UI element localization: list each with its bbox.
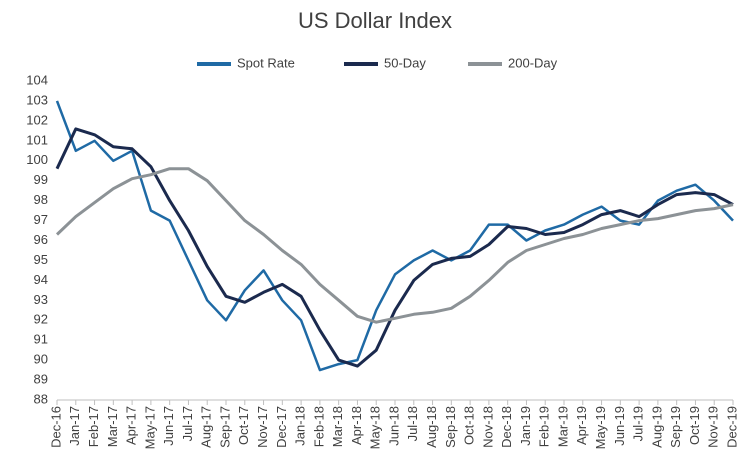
y-tick-label: 100: [26, 152, 48, 167]
chart-title: US Dollar Index: [298, 8, 452, 33]
legend-label: 50-Day: [384, 55, 426, 70]
y-tick-label: 90: [34, 352, 48, 367]
y-tick-label: 104: [26, 72, 48, 87]
x-tick-label: Dec-19: [724, 406, 739, 448]
x-tick-label: Oct-19: [687, 406, 702, 445]
x-tick-label: Sep-17: [217, 406, 232, 448]
x-tick-label: Feb-19: [537, 406, 552, 447]
y-tick-label: 97: [34, 212, 48, 227]
x-tick-label: Dec-18: [499, 406, 514, 448]
x-tick-label: Mar-17: [105, 406, 120, 447]
x-tick-label: Jul-17: [180, 406, 195, 441]
y-tick-label: 101: [26, 132, 48, 147]
y-tick-label: 95: [34, 252, 48, 267]
x-tick-label: Sep-18: [443, 406, 458, 448]
y-tick-label: 103: [26, 92, 48, 107]
series-line: [55, 100, 734, 372]
y-tick-label: 93: [34, 292, 48, 307]
x-tick-label: Apr-19: [574, 406, 589, 445]
y-tick-label: 89: [34, 372, 48, 387]
series-line: [55, 167, 734, 324]
x-tick-label: Nov-17: [255, 406, 270, 448]
x-tick-label: Nov-19: [706, 406, 721, 448]
x-tick-label: Jun-17: [161, 406, 176, 446]
x-tick-label: Jun-18: [386, 406, 401, 446]
x-tick-label: Oct-17: [236, 406, 251, 445]
x-tick-label: Jul-19: [631, 406, 646, 441]
x-tick-label: Aug-19: [649, 406, 664, 448]
y-tick-label: 94: [34, 272, 48, 287]
x-tick-label: Aug-17: [199, 406, 214, 448]
x-tick-label: Sep-19: [668, 406, 683, 448]
x-tick-label: Jan-17: [67, 406, 82, 446]
x-tick-label: Dec-17: [274, 406, 289, 448]
y-tick-label: 99: [34, 172, 48, 187]
x-tick-label: Jan-18: [293, 406, 308, 446]
series-line: [55, 127, 734, 368]
y-tick-label: 92: [34, 312, 48, 327]
x-tick-label: May-19: [593, 406, 608, 449]
y-tick-label: 91: [34, 332, 48, 347]
y-tick-label: 88: [34, 391, 48, 406]
x-tick-label: Jul-18: [405, 406, 420, 441]
x-tick-label: Aug-18: [424, 406, 439, 448]
x-tick-label: Jun-19: [612, 406, 627, 446]
y-tick-label: 96: [34, 232, 48, 247]
x-tick-label: May-17: [142, 406, 157, 449]
x-tick-label: Oct-18: [462, 406, 477, 445]
x-tick-label: Apr-17: [124, 406, 139, 445]
x-tick-label: Mar-19: [555, 406, 570, 447]
x-tick-label: Nov-18: [480, 406, 495, 448]
x-tick-label: Mar-18: [330, 406, 345, 447]
legend-label: 200-Day: [508, 55, 558, 70]
x-tick-label: Dec-16: [48, 406, 63, 448]
x-tick-label: May-18: [368, 406, 383, 449]
x-tick-label: Feb-18: [311, 406, 326, 447]
y-tick-label: 98: [34, 192, 48, 207]
x-tick-label: Feb-17: [86, 406, 101, 447]
x-tick-label: Jan-19: [518, 406, 533, 446]
x-tick-label: Apr-18: [349, 406, 364, 445]
legend-label: Spot Rate: [237, 55, 295, 70]
y-tick-label: 102: [26, 112, 48, 127]
